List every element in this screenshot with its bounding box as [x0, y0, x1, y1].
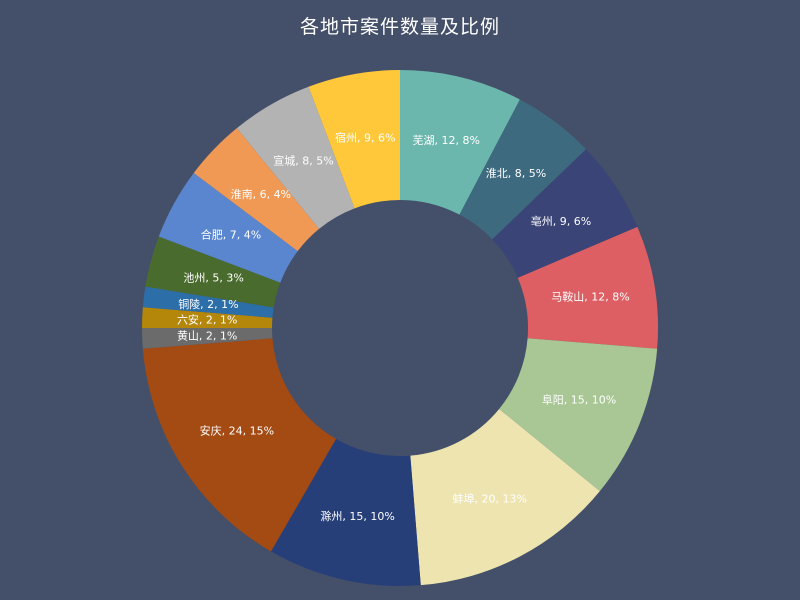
slice-亳州 — [492, 149, 638, 278]
data-label-淮北: 淮北, 8, 5% — [486, 167, 546, 180]
slice-滁州 — [271, 438, 421, 587]
data-label-合肥: 合肥, 7, 4% — [201, 227, 261, 241]
slice-六安 — [142, 307, 273, 328]
data-label-淮南: 淮南, 6, 4% — [231, 188, 291, 201]
data-label-亳州: 亳州, 9, 6% — [531, 214, 591, 228]
data-label-宿州: 宿州, 9, 6% — [335, 131, 395, 145]
data-label-蚌埠: 蚌埠, 20, 13% — [452, 491, 526, 505]
slice-马鞍山 — [517, 226, 658, 349]
slice-宿州 — [308, 70, 400, 209]
data-label-黄山: 黄山, 2, 1% — [177, 328, 237, 342]
data-label-池州: 池州, 5, 3% — [183, 272, 243, 285]
data-label-芜湖: 芜湖, 12, 8% — [412, 133, 479, 147]
data-label-阜阳: 阜阳, 15, 10% — [542, 394, 616, 407]
slice-池州 — [145, 236, 281, 308]
slice-芜湖 — [400, 70, 520, 215]
data-label-铜陵: 铜陵, 2, 1% — [178, 297, 238, 311]
slice-黄山 — [142, 328, 273, 349]
data-label-宣城: 宣城, 8, 5% — [273, 153, 333, 167]
data-label-滁州: 滁州, 15, 10% — [320, 509, 394, 523]
slice-宣城 — [236, 86, 355, 229]
data-label-安庆: 安庆, 24, 15% — [200, 424, 274, 438]
data-label-马鞍山: 马鞍山, 12, 8% — [551, 290, 629, 304]
slice-合肥 — [158, 173, 298, 283]
slice-阜阳 — [499, 338, 658, 492]
slice-蚌埠 — [410, 408, 600, 586]
chart-title: 各地市案件数量及比例 — [299, 16, 500, 38]
data-label-六安: 六安, 2, 1% — [177, 313, 237, 327]
slice-铜陵 — [142, 286, 274, 318]
slices-group — [142, 70, 658, 587]
slice-淮南 — [193, 128, 320, 252]
labels-group: 芜湖, 12, 8% 淮北, 8, 5% 亳州, 9, 6% 马鞍山, 12, 8% 阜… — [177, 131, 630, 523]
slice-淮北 — [459, 99, 587, 240]
slice-安庆 — [142, 338, 336, 552]
